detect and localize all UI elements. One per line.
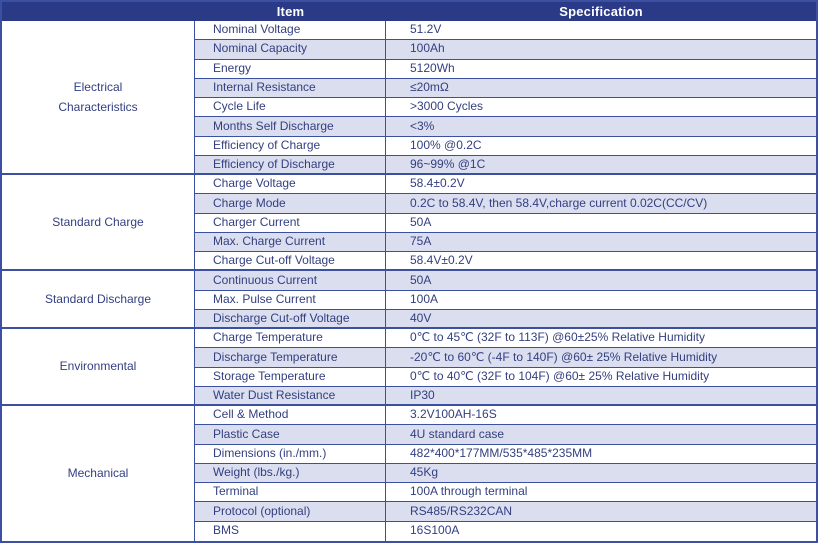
item-cell: Charge Mode <box>195 194 386 214</box>
item-cell: Cell & Method <box>195 406 386 426</box>
spec-cell: -20℃ to 60℃ (-4F to 140F) @60± 25% Relat… <box>386 348 816 368</box>
item-cell: Discharge Temperature <box>195 348 386 368</box>
spec-cell: 58.4±0.2V <box>386 175 816 195</box>
item-cell: Energy <box>195 59 386 79</box>
item-cell: Discharge Cut-off Voltage <box>195 309 386 330</box>
item-cell: Max. Charge Current <box>195 232 386 253</box>
spec-cell: 100% @0.2C <box>386 137 816 156</box>
spec-cell: 51.2V <box>386 21 816 41</box>
item-cell: Plastic Case <box>195 425 386 445</box>
spec-cell: 5120Wh <box>386 60 816 79</box>
spec-cell: 0℃ to 45℃ (32F to 113F) @60±25% Relative… <box>386 329 816 349</box>
category-cell: Electrical Characteristics <box>2 21 195 176</box>
spec-cell: 96~99% @1C <box>386 155 816 176</box>
item-cell: Water Dust Resistance <box>195 386 386 407</box>
item-cell: Efficiency of Discharge <box>195 155 386 176</box>
spec-cell: RS485/RS232CAN <box>386 502 816 522</box>
table-header-row: Item Specification <box>2 2 816 21</box>
spec-cell: >3000 Cycles <box>386 98 816 118</box>
item-cell: Nominal Capacity <box>195 40 386 60</box>
category-cell: Standard Discharge <box>2 271 195 330</box>
spec-cell: 45Kg <box>386 463 816 484</box>
spec-cell: 40V <box>386 309 816 330</box>
item-cell: BMS <box>195 521 386 541</box>
item-cell: Cycle Life <box>195 98 386 118</box>
item-cell: Storage Temperature <box>195 367 386 387</box>
spec-cell: 16S100A <box>410 523 460 538</box>
spec-table-body: Electrical Characteristics Nominal Voltag… <box>2 21 816 541</box>
item-cell: Charge Cut-off Voltage <box>195 252 386 272</box>
item-cell: Months Self Discharge <box>195 117 386 137</box>
header-specification-label: Specification <box>559 4 643 19</box>
spec-cell: 50A <box>386 271 816 291</box>
spec-cell: 75A <box>386 232 816 253</box>
spec-cell: 4U standard case <box>386 425 816 445</box>
header-category-spacer <box>2 2 195 21</box>
spec-cell: ≤20mΩ <box>386 78 816 99</box>
spec-cell: 0.2C to 58.4V, then 58.4V,charge current… <box>386 194 816 214</box>
item-cell: Dimensions (in./mm.) <box>195 444 386 464</box>
spec-cell: 100A through terminal <box>386 483 816 503</box>
spec-cell: 100Ah <box>386 40 816 60</box>
item-cell: Protocol (optional) <box>195 502 386 522</box>
spec-cell: 100A <box>386 291 816 310</box>
item-cell: Nominal Voltage <box>195 21 386 41</box>
item-cell: Charger Current <box>195 213 386 233</box>
spec-cell: IP30 <box>386 386 816 407</box>
category-cell: Standard Charge <box>2 175 195 272</box>
item-cell: Weight (lbs./kg.) <box>195 463 386 484</box>
item-cell: Terminal <box>195 483 386 503</box>
spec-cell: <3% <box>386 117 816 137</box>
spec-cell: 58.4V±0.2V <box>386 252 816 272</box>
item-cell: Internal Resistance <box>195 78 386 99</box>
header-item-label: Item <box>276 4 305 19</box>
spec-cell: 3.2V100AH-16S <box>386 406 816 426</box>
spec-cell: 50A <box>386 214 816 233</box>
item-cell: Continuous Current <box>195 271 386 291</box>
item-cell: Charge Voltage <box>195 175 386 195</box>
spec-cell: 482*400*177MM/535*485*235MM <box>386 445 816 464</box>
category-cell: Mechanical <box>2 406 195 541</box>
item-cell: Max. Pulse Current <box>195 290 386 310</box>
spec-cell: 0℃ to 40℃ (32F to 104F) @60± 25% Relativ… <box>386 368 816 387</box>
item-cell: Efficiency of Charge <box>195 136 386 156</box>
item-cell: Charge Temperature <box>195 329 386 349</box>
category-cell: Environmental <box>2 329 195 407</box>
